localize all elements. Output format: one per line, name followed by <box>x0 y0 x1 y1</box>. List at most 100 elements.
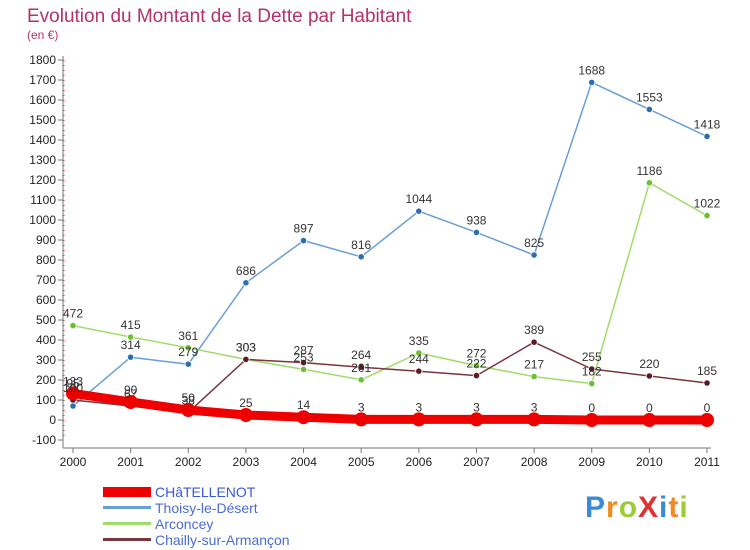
data-point <box>127 353 135 361</box>
x-tick-label: 2007 <box>463 455 490 469</box>
data-point <box>642 413 657 427</box>
x-tick-label: 2010 <box>636 455 663 469</box>
logo-letter: r <box>606 491 619 524</box>
data-label: 415 <box>121 318 141 332</box>
legend-swatch <box>103 506 151 509</box>
x-tick-label: 2001 <box>117 455 144 469</box>
data-label: 314 <box>121 338 141 352</box>
data-point <box>584 413 599 427</box>
data-label: 50 <box>182 391 196 405</box>
data-label: 303 <box>236 340 256 354</box>
data-label: 897 <box>294 222 314 236</box>
data-point <box>357 363 365 371</box>
x-tick-label: 2005 <box>348 455 375 469</box>
data-label: 0 <box>704 401 711 415</box>
y-tick-label: 400 <box>36 333 56 347</box>
data-point <box>415 367 423 375</box>
data-point <box>588 78 596 87</box>
data-label: 220 <box>639 357 659 371</box>
data-point <box>354 412 369 427</box>
data-label: 1553 <box>636 90 663 104</box>
data-point <box>242 279 250 287</box>
data-point <box>181 403 196 417</box>
legend-swatch <box>103 538 151 541</box>
series-line <box>72 341 708 414</box>
data-point <box>645 372 653 380</box>
y-tick-label: 700 <box>36 273 56 287</box>
data-point <box>66 386 80 401</box>
data-label: 1418 <box>694 117 721 131</box>
data-point <box>123 395 138 409</box>
series-line <box>72 81 708 407</box>
data-point <box>415 349 423 357</box>
data-label: 90 <box>124 383 138 397</box>
data-label: 222 <box>466 357 486 371</box>
data-label: 201 <box>351 361 371 375</box>
data-label: 38 <box>182 393 196 407</box>
data-label: 3 <box>358 400 365 414</box>
series-line <box>68 388 712 425</box>
data-label: 0 <box>588 401 595 415</box>
legend-swatch <box>103 487 151 497</box>
legend: CHâTELLENOTThoisy-le-DésertArconceyChail… <box>103 484 290 548</box>
data-label: 361 <box>178 329 198 343</box>
data-point <box>527 412 542 427</box>
data-point <box>700 413 714 427</box>
data-point <box>127 333 135 341</box>
y-tick-label: -100 <box>32 433 56 447</box>
data-label: 25 <box>239 396 253 410</box>
x-tick-label: 2009 <box>578 455 605 469</box>
data-point <box>703 379 711 387</box>
data-label: 244 <box>409 352 429 366</box>
y-tick-label: 1200 <box>29 173 56 187</box>
series-arconcey <box>69 179 711 388</box>
data-point <box>530 338 538 346</box>
data-point <box>703 212 711 220</box>
data-label: 264 <box>351 348 371 362</box>
legend-label: Thoisy-le-Désert <box>155 500 258 516</box>
proxiti-logo: ProXiti <box>585 491 688 524</box>
data-point <box>184 360 192 368</box>
data-point <box>530 372 538 381</box>
data-point <box>472 228 481 236</box>
y-tick-label: 800 <box>36 253 56 267</box>
data-label: 100 <box>63 381 83 395</box>
data-point <box>472 361 481 370</box>
data-label: 389 <box>524 323 544 337</box>
x-tick-label: 2008 <box>521 455 548 469</box>
data-label: 303 <box>236 340 256 354</box>
data-label: 133 <box>63 374 83 388</box>
data-point <box>472 371 481 380</box>
data-point <box>469 412 484 427</box>
data-point <box>238 408 253 422</box>
chart-title: Evolution du Montant de la Dette par Hab… <box>27 6 412 27</box>
y-tick-label: 1700 <box>29 73 56 87</box>
series-layer <box>66 78 714 427</box>
y-tick-label: 1500 <box>29 113 56 127</box>
series-ch-tellenot <box>66 386 714 427</box>
y-tick-label: 1300 <box>29 153 56 167</box>
y-tick-label: 1800 <box>29 53 56 67</box>
data-label: 938 <box>466 213 486 227</box>
data-label: 1688 <box>578 63 605 77</box>
data-label: 255 <box>582 350 602 364</box>
data-label: 1044 <box>405 192 432 206</box>
y-tick-label: 100 <box>36 393 56 407</box>
data-label: 1022 <box>694 197 721 211</box>
data-label: 472 <box>63 307 83 321</box>
data-label: 253 <box>294 350 314 364</box>
data-point <box>242 355 250 363</box>
data-label: 272 <box>466 347 486 361</box>
x-tick-label: 2004 <box>290 455 317 469</box>
data-label: 686 <box>236 264 256 278</box>
data-point <box>415 207 423 215</box>
data-point <box>588 379 596 388</box>
data-point <box>299 237 308 245</box>
data-label: 217 <box>524 358 544 372</box>
y-tick-label: 1400 <box>29 133 56 147</box>
y-tick-label: 1100 <box>30 193 56 207</box>
data-point <box>530 251 538 259</box>
y-tick-label: 0 <box>49 413 56 427</box>
data-point <box>645 179 653 187</box>
